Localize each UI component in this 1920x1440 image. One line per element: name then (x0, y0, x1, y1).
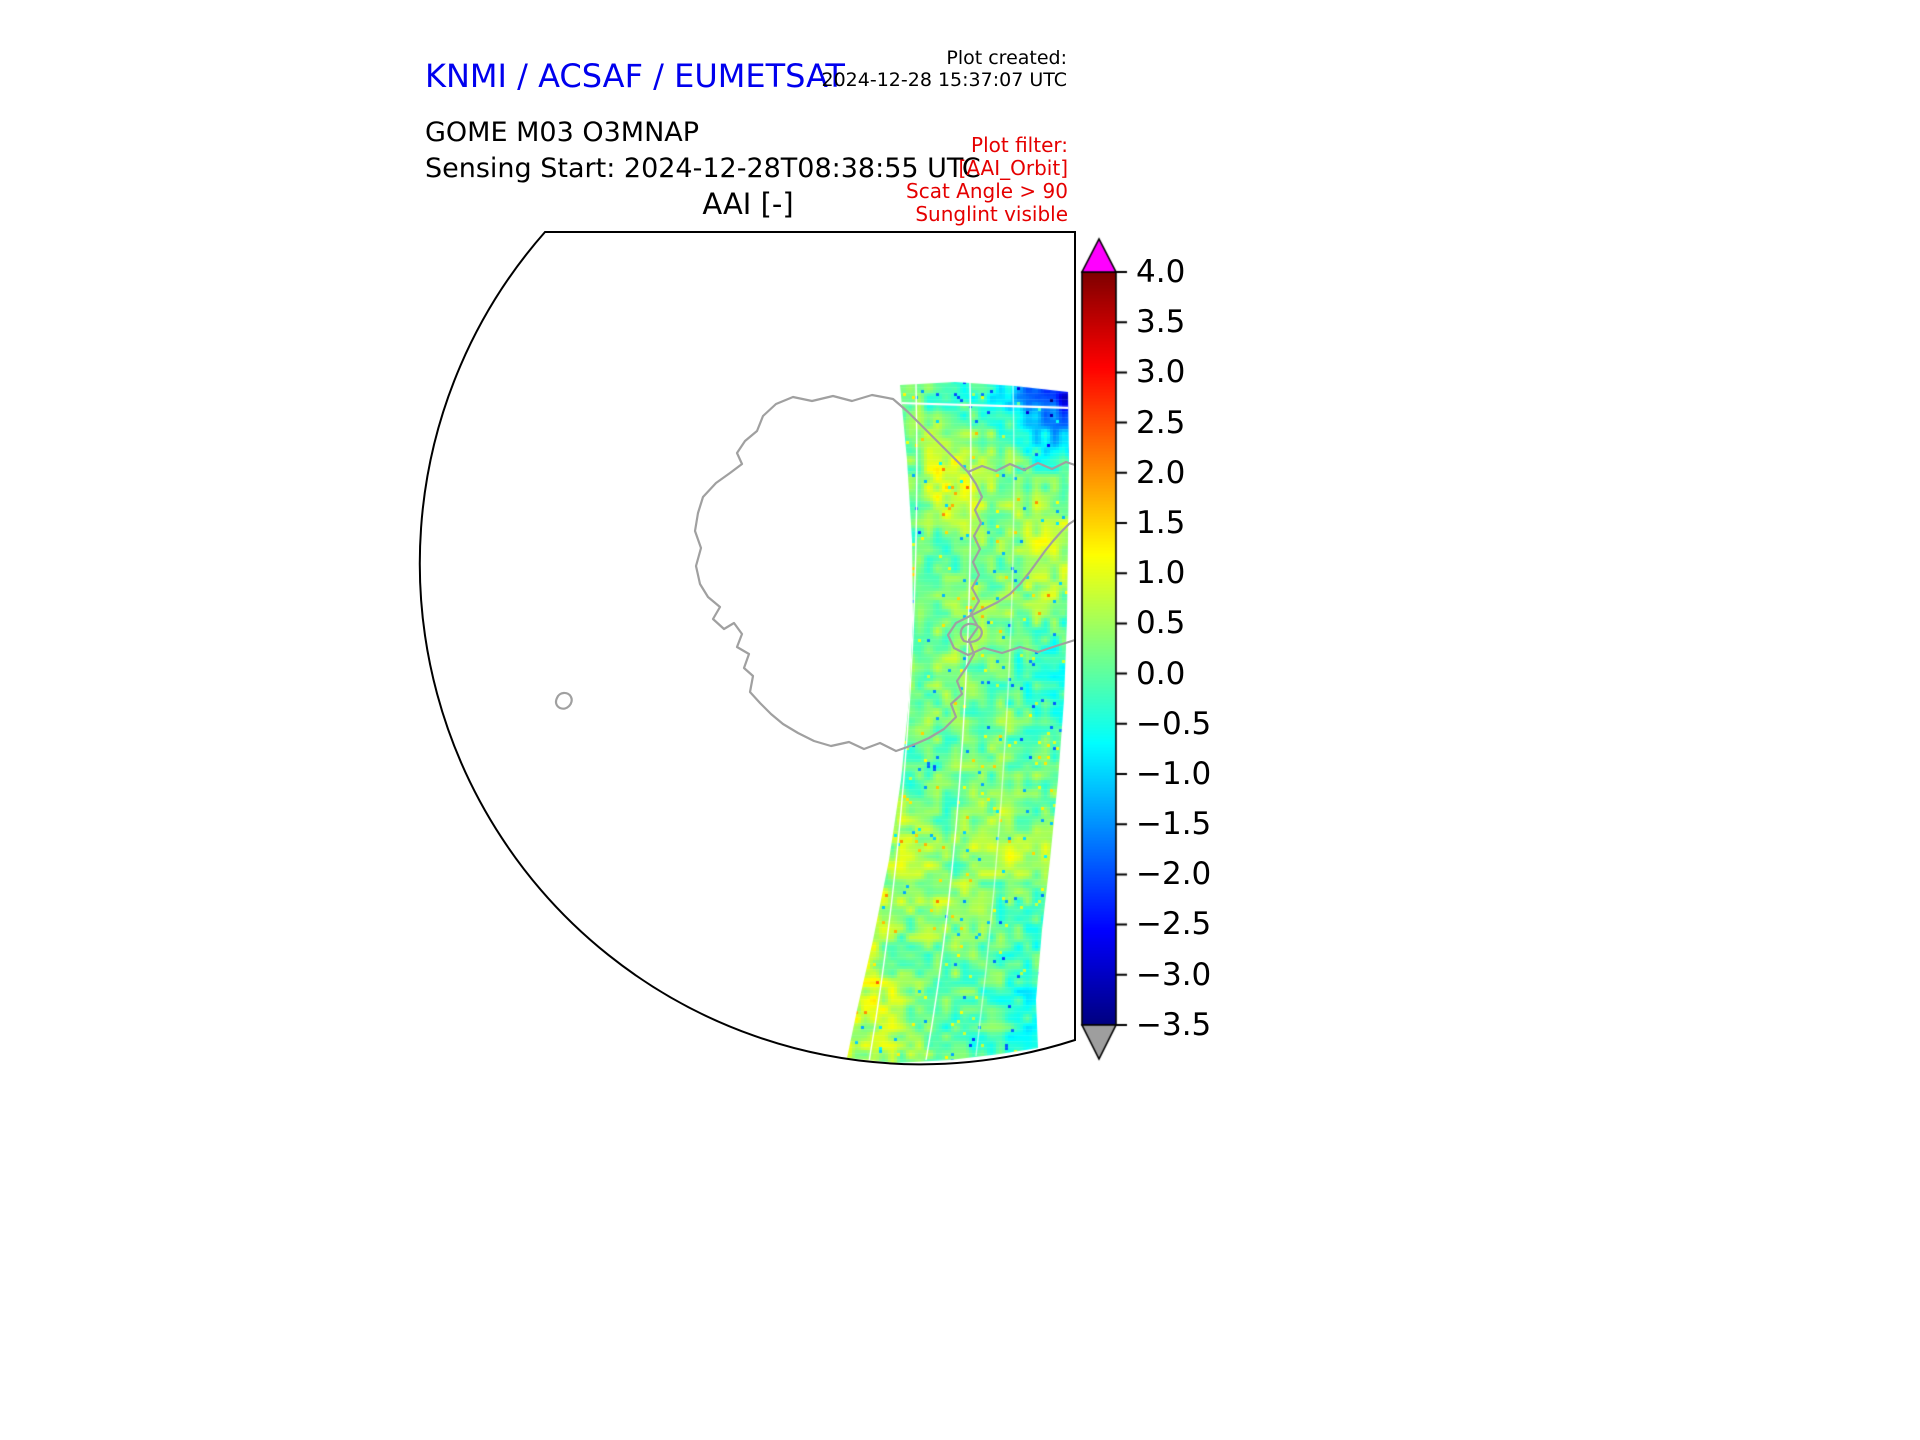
coastline-inner-loop (959, 622, 983, 644)
colorbar-tick-labels: 4.0 3.5 3.0 2.5 2.0 1.5 1.0 0.5 0.0 −0.5… (1136, 254, 1212, 1043)
plot-filter-block: Plot filter: [AAI_Orbit] Scat Angle > 90… (906, 134, 1068, 226)
coastline-small-island (554, 691, 573, 710)
plot-filter-item: Scat Angle > 90 (906, 179, 1068, 203)
colorbar-tick-label: 0.0 (1136, 655, 1186, 692)
plot-filter-label: Plot filter: (971, 133, 1068, 157)
coastline-antarctica-main (693, 393, 984, 753)
colorbar-tick-label: −0.5 (1136, 705, 1212, 742)
colorbar-tick-label: 3.5 (1136, 304, 1186, 341)
colorbar-tick-label: −3.5 (1136, 1006, 1212, 1043)
coastline-north-segment (966, 460, 1077, 474)
map-boundary (418, 231, 1076, 1066)
product-title: GOME M03 O3MNAP (425, 117, 700, 148)
plot-created-timestamp: 2024-12-28 15:37:07 UTC (821, 69, 1068, 91)
colorbar-tick-label: 1.5 (1136, 504, 1186, 541)
colorbar-tick-label: 3.0 (1136, 354, 1186, 391)
organization-title: KNMI / ACSAF / EUMETSAT (425, 57, 845, 95)
colorbar-tick-label: 2.0 (1136, 454, 1186, 491)
sensing-start-line: Sensing Start: 2024-12-28T08:38:55 UTC (425, 153, 981, 184)
plot-filter-item: Sunglint visible (915, 202, 1068, 226)
plot-created-label: Plot created: (946, 47, 1067, 69)
colorbar-tick-label: −2.0 (1136, 856, 1212, 893)
colorbar-tick-label: 2.5 (1136, 404, 1186, 441)
colorbar-tick-label: −1.0 (1136, 755, 1212, 792)
colorbar-tick-label: 4.0 (1136, 254, 1186, 290)
colorbar-tick-label: −3.0 (1136, 956, 1212, 993)
colorbar-tick-label: −2.5 (1136, 906, 1212, 943)
colorbar-tick-label: 1.0 (1136, 555, 1186, 592)
coastline-weddell-segment (946, 518, 1077, 657)
plot-created-block: Plot created: 2024-12-28 15:37:07 UTC (822, 47, 1068, 91)
plot-filter-item: [AAI_Orbit] (958, 156, 1068, 180)
colorbar-tick-label: −1.5 (1136, 806, 1212, 843)
plot-title: AAI [-] (702, 187, 794, 221)
colorbar-tick-label: 0.5 (1136, 605, 1186, 642)
